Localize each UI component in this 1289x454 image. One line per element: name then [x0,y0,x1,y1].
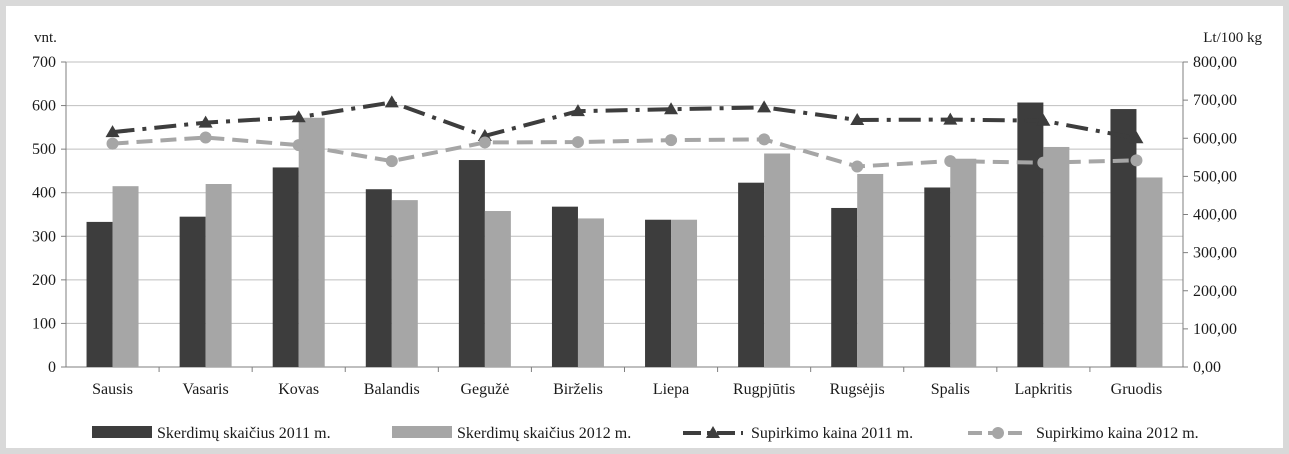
bar-2011 [86,221,113,367]
category-label: Kovas [278,381,319,398]
legend-label: Supirkimo kaina 2012 m. [1036,425,1199,442]
bar-2011 [1017,102,1044,368]
right-axis-unit: Lt/100 kg [1203,30,1262,46]
bar-2012 [298,117,325,368]
price-point-2011 [1129,131,1144,144]
right-tick-label: 300,00 [1193,245,1237,262]
price-point-2012 [758,133,771,146]
bars [86,102,1163,368]
price-line-2011 [112,100,1137,141]
price-lines [105,95,1144,173]
price-point-2012 [944,155,957,168]
right-tick-label: 100,00 [1193,321,1237,338]
right-axis-ticks: 0,00 100,00 200,00 300,00 400,00 500,00 600,00… [1183,54,1237,376]
category-label: Lapkritis [1014,381,1072,398]
price-point-2011 [570,104,585,117]
right-tick-label: 500,00 [1193,168,1237,185]
bar-2012 [484,211,511,367]
legend-swatch [392,426,452,438]
price-point-2011 [1036,113,1051,126]
bar-2012 [205,184,232,367]
category-label: Vasaris [183,381,229,398]
price-point-2012 [571,136,584,149]
left-tick-label: 100 [32,315,56,332]
bar-2011 [645,219,672,367]
left-tick-label: 0 [48,359,56,376]
category-label: Balandis [364,381,420,398]
category-label: Rugpjūtis [733,381,795,398]
category-label: Gegužė [460,381,509,398]
left-tick-label: 400 [32,185,56,202]
legend-label: Skerdimų skaičius 2011 m. [157,425,331,442]
bar-2011 [738,182,765,367]
bar-2011 [551,206,578,367]
bar-2012 [671,219,698,367]
legend-swatch [92,426,152,438]
right-tick-label: 700,00 [1193,92,1237,109]
legend-marker [706,426,720,438]
price-point-2012 [292,139,305,152]
right-tick-label: 200,00 [1193,283,1237,300]
price-point-2012 [199,131,212,144]
right-tick-label: 0,00 [1193,359,1221,376]
price-point-2012 [1037,156,1050,169]
left-tick-label: 500 [32,141,56,158]
right-tick-label: 600,00 [1193,130,1237,147]
price-point-2011 [105,125,120,138]
price-point-2011 [757,100,772,113]
price-point-2011 [943,112,958,125]
legend-label: Supirkimo kaina 2011 m. [751,425,913,442]
price-point-2012 [851,160,864,173]
price-point-2011 [384,95,399,108]
bar-2012 [391,200,418,367]
bar-2012 [764,153,791,367]
price-point-2012 [665,134,678,147]
category-label: Spalis [931,381,970,398]
category-label: Liepa [653,381,689,398]
gridlines [66,61,1183,324]
bar-2012 [112,186,139,367]
category-label: Rugsėjis [830,381,885,398]
bar-2011 [365,189,392,367]
left-tick-label: 300 [32,228,56,245]
bar-2012 [950,158,977,367]
bar-2012 [857,173,884,367]
category-labels: Sausis Vasaris Kovas Balandis Gegužė Birželis… [92,367,1162,398]
category-label: Gruodis [1111,381,1163,398]
left-tick-label: 700 [32,54,56,71]
bar-2011 [924,187,951,367]
bar-2012 [1136,177,1163,367]
right-tick-label: 800,00 [1193,54,1237,71]
price-point-2012 [106,137,119,150]
axes [65,62,1184,368]
bar-2012 [1043,146,1070,367]
bar-2011 [831,207,858,367]
bar-2011 [1110,109,1137,368]
bar-2011 [179,216,206,367]
legend-marker [992,427,1004,439]
left-tick-label: 200 [32,272,56,289]
legend: Skerdimų skaičius 2011 m. Skerdimų skaiči… [92,425,1199,442]
left-axis-ticks: 0 100 200 300 400 500 600 700 [32,54,66,376]
price-point-2011 [198,115,213,128]
bar-2011 [458,160,485,367]
bar-2011 [272,167,299,367]
left-tick-label: 600 [32,98,56,115]
legend-label: Skerdimų skaičius 2012 m. [457,425,631,442]
price-point-2011 [664,102,679,115]
price-point-2011 [291,110,306,123]
left-axis-unit: vnt. [34,30,57,46]
category-label: Sausis [92,381,133,398]
price-point-2011 [850,112,865,125]
right-tick-label: 400,00 [1193,207,1237,224]
price-point-2012 [385,155,398,168]
price-point-2012 [1130,154,1143,167]
price-line-2012 [112,135,1137,169]
category-label: Birželis [553,381,603,398]
bar-2012 [577,218,604,367]
price-point-2012 [478,136,491,149]
